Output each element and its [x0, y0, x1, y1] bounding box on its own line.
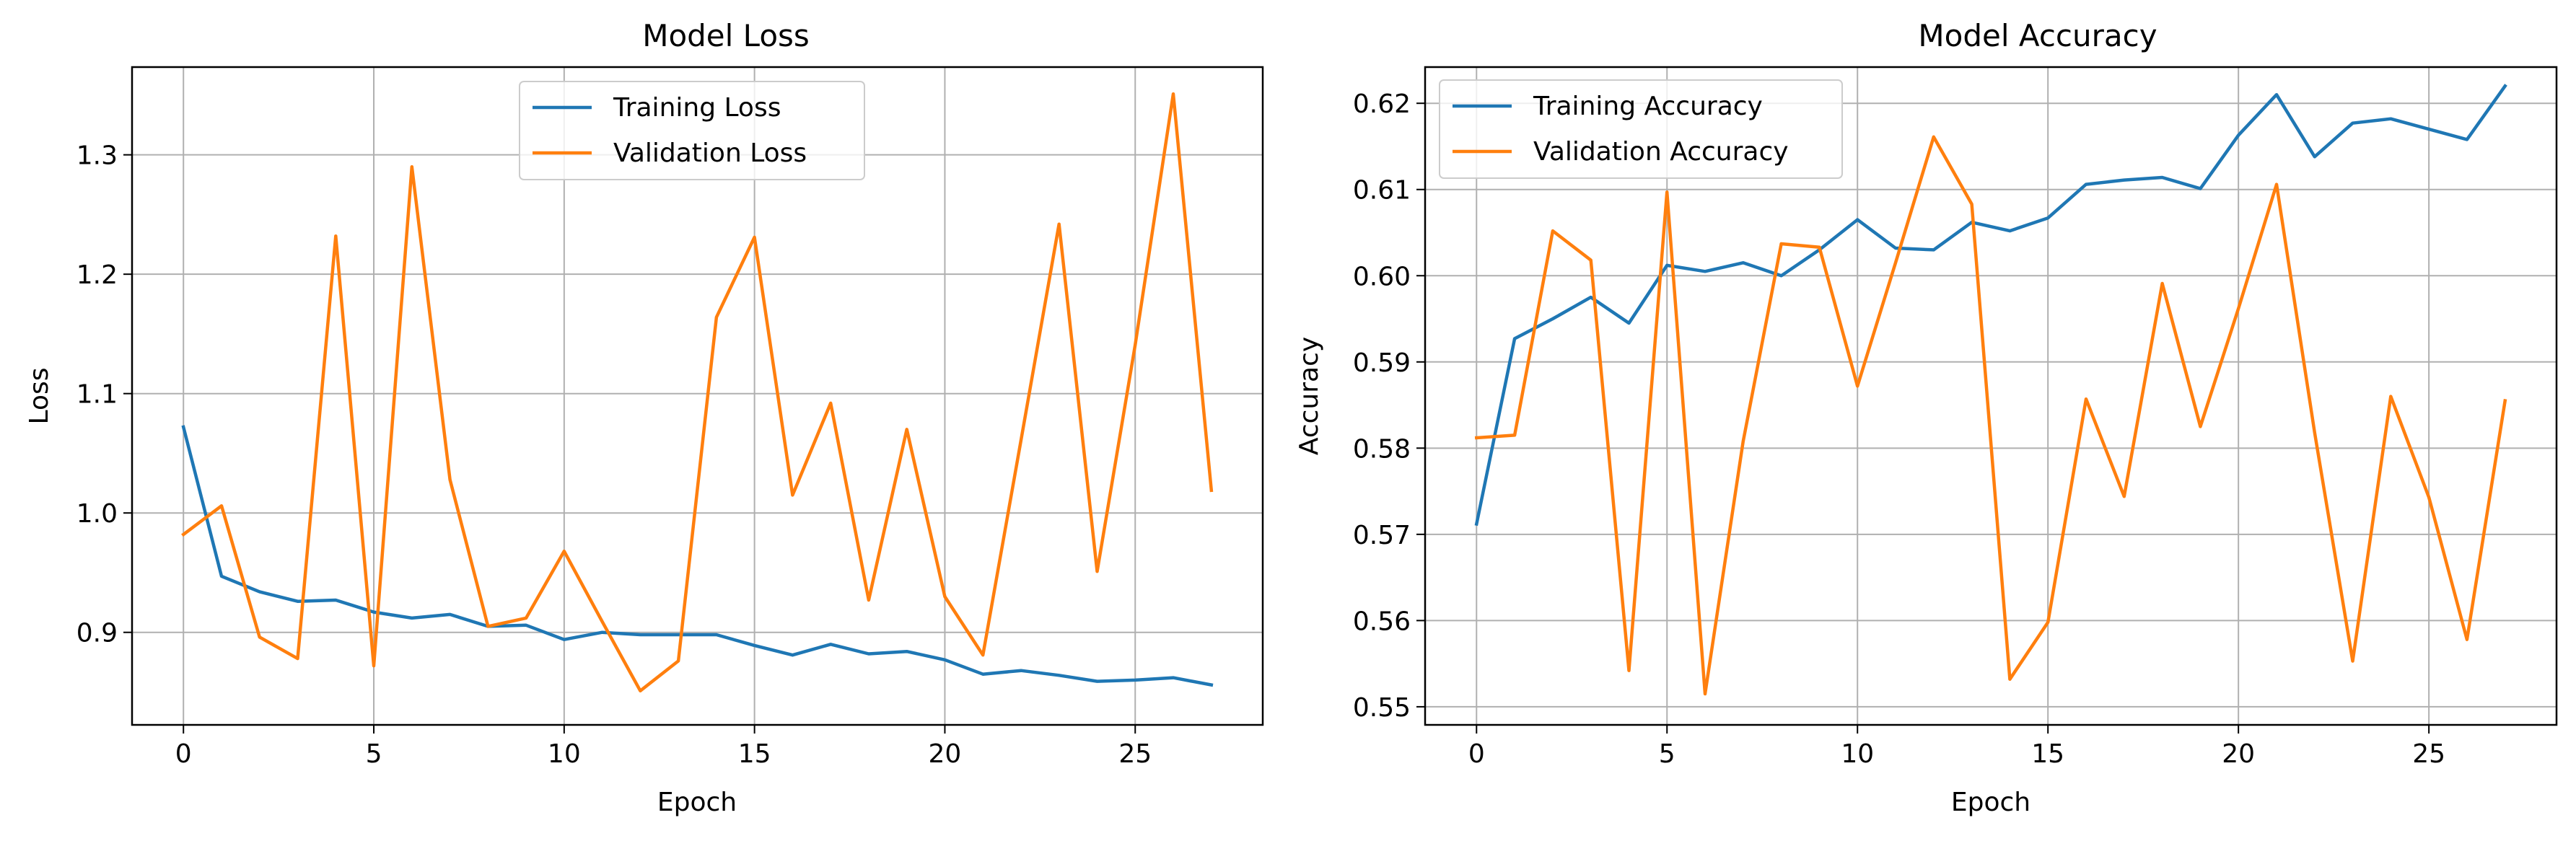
y-tick-label: 1.0	[76, 499, 118, 529]
series-line-validation	[1474, 135, 2507, 696]
legend-label: Training Accuracy	[1533, 92, 1763, 121]
x-tick-label: 5	[1659, 739, 1675, 769]
plot-frame	[1424, 66, 2558, 726]
y-tick-label: 1.2	[76, 260, 118, 290]
y-tick-label: 1.1	[76, 380, 118, 410]
legend-label: Training Loss	[613, 93, 781, 123]
x-tick-label: 20	[2222, 739, 2255, 769]
x-tick-label: 15	[738, 739, 771, 769]
y-ticks: 0.9 1.0 1.1 1.2 1.3	[76, 141, 132, 648]
x-tick-label: 25	[1118, 739, 1152, 769]
series-line-training	[181, 425, 1214, 687]
legend-box	[519, 81, 865, 180]
legend-box	[1439, 79, 1843, 179]
x-tick-label: 5	[366, 739, 382, 769]
x-tick-label: 10	[1841, 739, 1874, 769]
series-lines	[1474, 84, 2507, 696]
x-tick-label: 0	[1468, 739, 1485, 769]
y-tick-label: 0.58	[1353, 434, 1411, 464]
legend-label: Validation Loss	[613, 138, 807, 168]
x-tick-label: 15	[2031, 739, 2064, 769]
chart-title: Model Accuracy	[1918, 18, 2157, 53]
y-tick-label: 0.57	[1353, 521, 1411, 550]
y-tick-label: 0.60	[1353, 262, 1411, 291]
chart-title: Model Loss	[642, 18, 810, 53]
y-axis-label: Loss	[25, 368, 54, 425]
x-axis-label: Epoch	[657, 788, 737, 817]
x-ticks: 0 5 10 15 20 25	[175, 725, 1152, 769]
y-tick-label: 0.59	[1353, 348, 1411, 378]
legend-label: Validation Accuracy	[1533, 137, 1789, 167]
series-line-training	[1474, 84, 2507, 527]
x-tick-label: 0	[175, 739, 192, 769]
plot-frame	[131, 66, 1264, 726]
y-ticks: 0.55 0.56 0.57 0.58 0.59 0.60 0.61 0.62	[1353, 89, 1425, 723]
x-tick-label: 20	[929, 739, 962, 769]
series-line-validation	[181, 92, 1214, 693]
y-tick-label: 0.61	[1353, 176, 1411, 206]
legend: Training Accuracy Validation Accuracy	[1439, 79, 1843, 179]
y-tick-label: 0.62	[1353, 89, 1411, 119]
accuracy-chart: Model Accuracy 0 5 10 15 20 25 0.550.560.570.…	[1294, 18, 2558, 817]
x-ticks: 0 5 10 15 20 25	[1468, 725, 2445, 769]
loss-chart: Model Loss 0 5 10 15 20 25 0.9 1.0 1.1 1.2 1.3 Ep…	[25, 18, 1264, 817]
series-lines	[181, 92, 1214, 693]
x-tick-label: 25	[2412, 739, 2445, 769]
y-tick-label: 1.3	[76, 141, 118, 171]
x-axis-label: Epoch	[1951, 788, 2030, 817]
y-axis-label: Accuracy	[1294, 337, 1324, 455]
legend: Training Loss Validation Loss	[519, 81, 865, 180]
y-tick-label: 0.55	[1353, 693, 1411, 723]
y-tick-label: 0.56	[1353, 607, 1411, 636]
y-tick-label: 0.9	[76, 619, 118, 648]
x-tick-label: 10	[548, 739, 581, 769]
